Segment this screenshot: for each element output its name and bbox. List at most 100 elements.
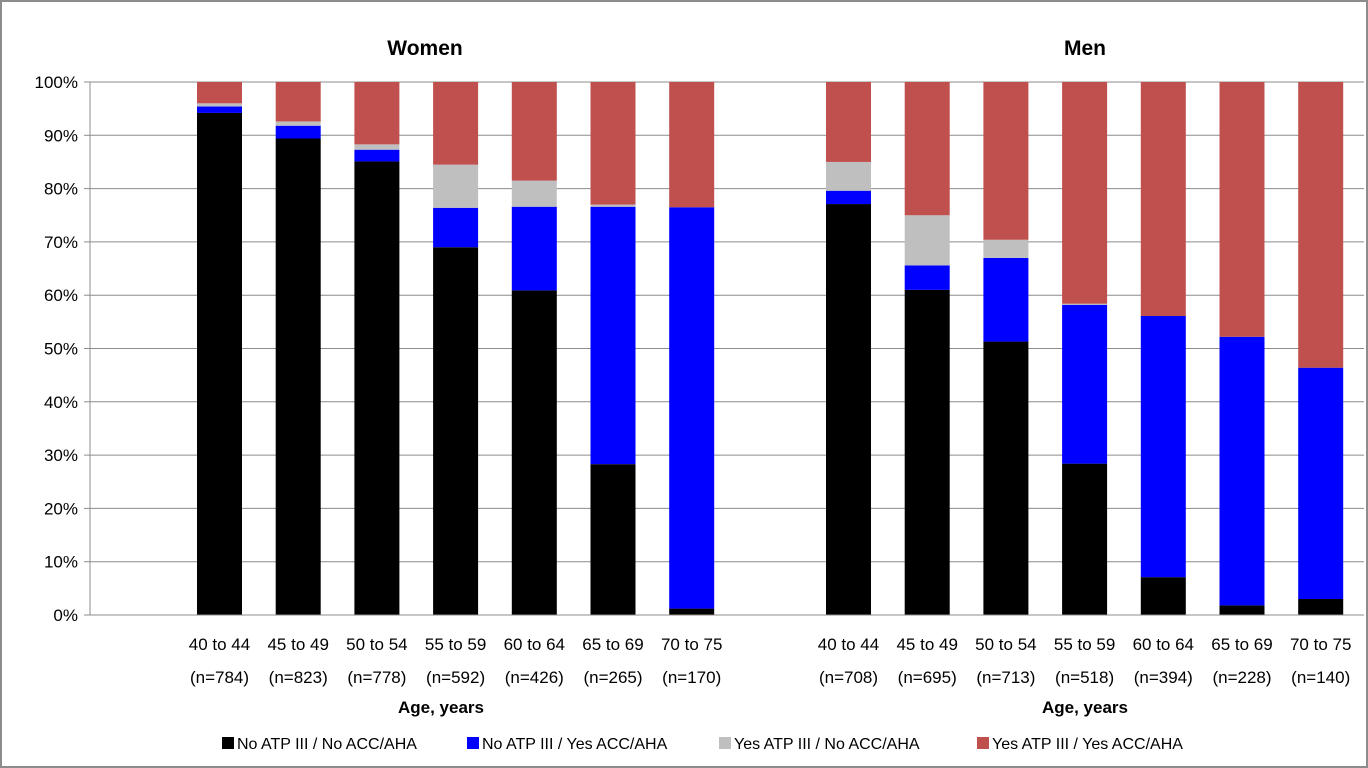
bar-segment-no-yes [826,190,871,205]
bar-segment-no-yes [590,206,636,465]
bar-segment-no-no [983,341,1029,615]
bar-segment-no-yes [669,207,715,609]
bar-segment-no-yes [1219,336,1265,606]
bar-segment-yes-no [904,215,950,266]
bar-segment-yes-yes [1062,82,1108,304]
category-label: 65 to 69 [1211,635,1272,654]
y-tick-label: 70% [44,233,78,252]
bar-segment-yes-yes [590,82,636,205]
bar-segment-no-no [1062,463,1108,615]
count-label: (n=265) [583,668,642,687]
y-tick-label: 50% [44,340,78,359]
category-label: 45 to 49 [267,635,328,654]
bar-segment-no-yes [511,206,557,291]
bar-segment-no-no [904,289,950,615]
category-label: 40 to 44 [818,635,879,654]
count-label: (n=518) [1055,668,1114,687]
count-label: (n=228) [1212,668,1271,687]
bar-segment-no-no [1298,599,1344,615]
legend-label-yes-no: Yes ATP III / No ACC/AHA [734,736,920,753]
count-label: (n=426) [505,668,564,687]
bar-segment-no-yes [197,106,242,113]
x-axis [89,82,1364,616]
legend-label-yes-yes: Yes ATP III / Yes ACC/AHA [992,736,1183,753]
bar-segment-yes-yes [669,82,715,208]
bar-segment-no-no [826,204,871,615]
legend-label-no-no: No ATP III / No ACC/AHA [237,736,417,753]
bar-segment-no-yes [275,125,321,139]
bar-segment-no-no [1140,577,1186,615]
bar-segment-yes-no [354,144,400,150]
count-label: (n=784) [190,668,249,687]
category-label: 50 to 54 [975,635,1036,654]
bar-segment-no-yes [433,207,479,248]
bar-segment-no-yes [1062,304,1108,464]
y-tick-label: 40% [44,393,78,412]
bar-segment-yes-no [433,164,479,208]
category-label: 55 to 59 [425,635,486,654]
y-axis-ticks: 0% 10% 20% 30% 40% 50% 60% 70% 80% 90% 100% [35,73,90,625]
legend-swatch-yes-no [719,737,731,749]
bar-segment-yes-no [826,161,871,191]
y-tick-label: 100% [35,73,78,92]
count-label: (n=713) [976,668,1035,687]
legend-label-no-yes: No ATP III / Yes ACC/AHA [482,736,668,753]
bar-segment-no-no [590,464,636,615]
count-label: (n=823) [269,668,328,687]
bar-segment-no-no [197,112,242,615]
bar-segment-yes-no [1062,303,1108,305]
x-axis-title-men: Age, years [1042,698,1128,717]
count-label: (n=140) [1291,668,1350,687]
bar-segment-yes-yes [197,82,242,104]
bar-segment-yes-no [511,180,557,207]
category-label: 45 to 49 [896,635,957,654]
bar-segment-yes-yes [354,82,400,145]
bars [197,82,1344,616]
bar-segment-yes-no [983,239,1029,258]
bar-segment-yes-yes [1219,82,1265,337]
y-tick-label: 60% [44,286,78,305]
count-label: (n=170) [662,668,721,687]
legend-swatch-yes-yes [977,737,989,749]
x-axis-title-women: Age, years [398,698,484,717]
bar-segment-no-no [354,161,400,616]
bar-segment-no-no [669,608,715,615]
bar-segment-no-no [1219,605,1265,615]
bar-segment-yes-no [197,103,242,107]
bar-segment-yes-yes [511,82,557,181]
bar-segment-no-yes [983,257,1029,342]
bar-segment-yes-yes [275,82,321,122]
bar-segment-no-no [433,247,479,616]
y-tick-label: 0% [53,606,78,625]
y-tick-label: 80% [44,180,78,199]
y-tick-label: 20% [44,499,78,518]
bar-segment-yes-no [275,121,321,126]
count-label: (n=592) [426,668,485,687]
count-label: (n=708) [819,668,878,687]
category-label: 65 to 69 [582,635,643,654]
legend-swatch-no-yes [467,737,479,749]
bar-segment-yes-yes [1298,82,1344,368]
category-label: 50 to 54 [346,635,407,654]
category-label: 70 to 75 [1290,635,1351,654]
bar-segment-yes-yes [1140,82,1186,316]
bar-segment-yes-no [590,204,636,207]
bar-segment-yes-yes [826,82,871,162]
panel-title-men: Men [1064,37,1106,60]
category-label: 55 to 59 [1054,635,1115,654]
bar-segment-no-no [275,138,321,615]
bar-segment-yes-yes [904,82,950,216]
legend: No ATP III / No ACC/AHA No ATP III / Yes… [222,736,1183,753]
category-labels: 40 to 44 (n=784) 45 to 49 (n=823) 50 to 54 (n… [189,635,1352,687]
legend-swatch-no-no [222,737,234,749]
bar-segment-no-yes [1140,315,1186,578]
bar-segment-no-yes [354,149,400,162]
y-tick-label: 90% [44,126,78,145]
bar-segment-no-yes [904,265,950,290]
category-label: 40 to 44 [189,635,250,654]
y-tick-label: 30% [44,446,78,465]
count-label: (n=778) [347,668,406,687]
category-label: 60 to 64 [504,635,565,654]
panel-title-women: Women [387,37,462,60]
count-label: (n=695) [898,668,957,687]
